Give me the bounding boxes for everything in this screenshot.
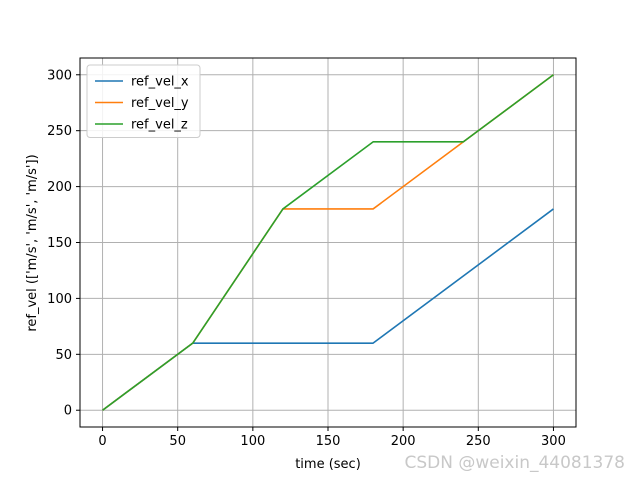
x-tick-label: 250 [466,434,491,449]
legend: ref_vel_x ref_vel_y ref_vel_z [86,64,201,138]
y-tick-label: 200 [47,180,72,195]
y-axis-ticks: 0 50 100 150 200 250 300 [47,68,80,419]
y-tick-label: 250 [47,124,72,139]
y-tick-label: 300 [47,68,72,83]
series-lines [102,74,554,411]
x-tick-label: 0 [98,434,106,449]
y-tick-label: 150 [47,236,72,251]
y-tick-label: 0 [64,404,72,419]
y-tick-label: 50 [55,348,72,363]
x-tick-label: 150 [316,434,341,449]
legend-entry: ref_vel_y [131,96,189,111]
y-axis-label: ref_vel (['m/s', 'm/s', 'm/s']) [25,154,40,331]
x-tick-label: 300 [541,434,566,449]
legend-entry: ref_vel_z [131,118,188,133]
x-tick-label: 200 [391,434,416,449]
y-tick-label: 100 [47,292,72,307]
grid-lines [80,58,576,427]
legend-entry: ref_vel_x [131,75,189,90]
x-tick-label: 50 [169,434,186,449]
legend-box [86,64,201,138]
x-axis-ticks: 0 50 100 150 200 250 300 [98,427,566,449]
x-axis-label: time (sec) [295,457,361,472]
x-tick-label: 100 [240,434,265,449]
watermark: CSDN @weixin_44081378 [404,453,625,473]
series-line-ref_vel_z [102,74,554,411]
